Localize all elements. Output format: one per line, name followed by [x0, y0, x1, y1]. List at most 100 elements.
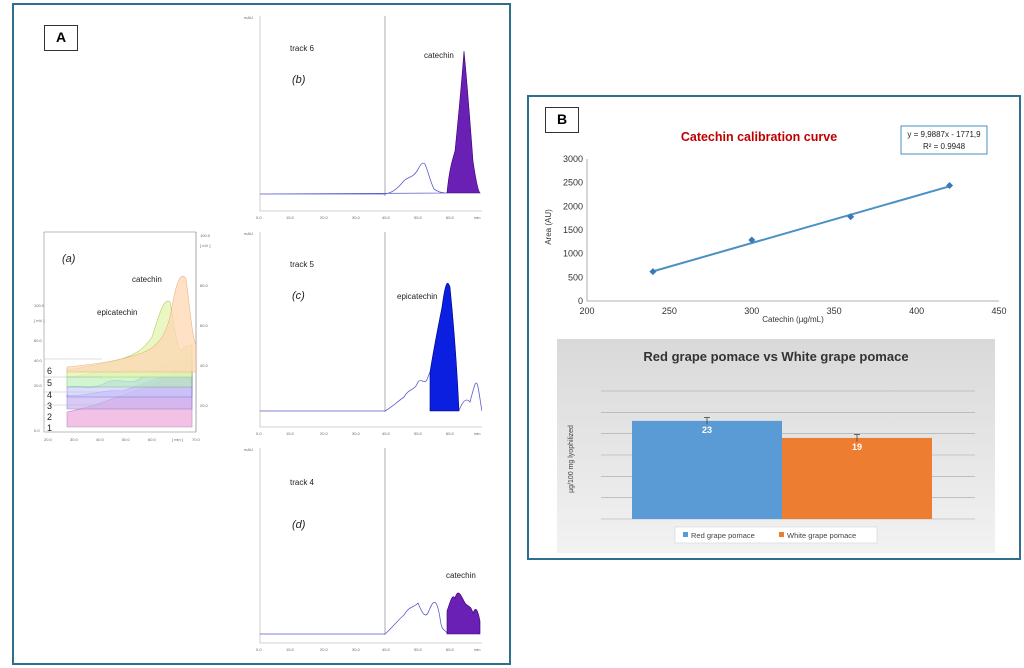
bar-chart-ylabel: µg/100 mg lyophilized: [568, 425, 575, 493]
data-point: [847, 213, 855, 221]
svg-text:10.0: 10.0: [286, 431, 295, 436]
x-tick-label: 400: [909, 306, 924, 316]
svg-text:[ min ]: [ min ]: [172, 437, 183, 442]
svg-text:50.0: 50.0: [414, 431, 423, 436]
svg-text:20.0: 20.0: [34, 383, 43, 388]
svg-text:50.0: 50.0: [414, 215, 423, 220]
peak-label: catechin: [424, 51, 454, 60]
legend-box: [674, 526, 878, 544]
svg-text:10.0: 10.0: [286, 215, 295, 220]
svg-text:20.0: 20.0: [320, 431, 329, 436]
svg-text:0.0: 0.0: [256, 215, 262, 220]
svg-text:60.0: 60.0: [446, 647, 455, 652]
data-point: [748, 236, 756, 244]
svg-text:50.0: 50.0: [122, 437, 131, 442]
svg-text:20.0: 20.0: [200, 403, 209, 408]
svg-text:min: min: [474, 647, 480, 652]
svg-text:40.0: 40.0: [96, 437, 105, 442]
svg-text:30.0: 30.0: [70, 437, 79, 442]
track-label: track 4: [290, 478, 315, 487]
svg-text:60.0: 60.0: [200, 323, 209, 328]
overlay-label: (a): [62, 253, 76, 265]
legend-swatch: [779, 532, 784, 537]
data-point: [649, 268, 657, 276]
svg-text:40.0: 40.0: [382, 647, 391, 652]
svg-text:min: min: [474, 431, 480, 436]
y-tick-label: 2500: [563, 178, 583, 188]
svg-text:0.0: 0.0: [256, 647, 262, 652]
track-id: (b): [292, 74, 306, 86]
svg-text:40.0: 40.0: [382, 215, 391, 220]
x-tick-label: 200: [579, 306, 594, 316]
y-tick-label: 0: [578, 296, 583, 306]
peak-label: epicatechin: [397, 292, 437, 301]
svg-text:20.0: 20.0: [320, 647, 329, 652]
calibration-chart: Catechin calibration curve y = 9,9887x -…: [544, 125, 1007, 324]
track-label: track 6: [290, 44, 315, 53]
track-number: 6: [47, 366, 52, 376]
svg-text:30.0: 30.0: [352, 215, 361, 220]
calibration-xlabel: Catechin (µg/mL): [762, 315, 824, 324]
chromatogram-track-5: mAU 0.0 10.0 20.0 30.0 40.0 50.0 60.0 min track …: [244, 231, 482, 436]
svg-text:min: min: [474, 215, 480, 220]
y-tick-label: 2000: [563, 201, 583, 211]
data-label: 19: [852, 442, 862, 452]
legend-entry: White grape pomace: [787, 531, 856, 540]
svg-text:20.0: 20.0: [44, 437, 53, 442]
panel-b-label: B: [545, 107, 579, 133]
chromatogram-track-4: mAU 0.0 10.0 20.0 30.0 40.0 50.0 60.0 min track …: [244, 447, 482, 652]
svg-text:30.0: 30.0: [352, 431, 361, 436]
panel-a-label: A: [44, 25, 78, 51]
track-id: (d): [292, 519, 306, 531]
comparison-bar-chart: Red grape pomace vs White grape pomace µ…: [568, 349, 975, 544]
data-label: 23: [702, 425, 712, 435]
svg-text:70.0: 70.0: [192, 437, 201, 442]
svg-text:10.0: 10.0: [286, 647, 295, 652]
svg-text:60.0: 60.0: [34, 338, 43, 343]
y-tick-label: 1000: [563, 249, 583, 259]
svg-text:mAU: mAU: [244, 15, 253, 20]
svg-text:0.0: 0.0: [34, 428, 40, 433]
track-number: 4: [47, 390, 52, 400]
svg-text:[ mV ]: [ mV ]: [34, 318, 44, 323]
overlay-chromatogram: 100.0 [ mV ] 60.0 40.0 20.0 0.0 100.0 [ mV ] 80…: [34, 231, 211, 442]
track-id: (c): [292, 290, 305, 302]
x-tick-label: 350: [827, 306, 842, 316]
svg-text:20.0: 20.0: [320, 215, 329, 220]
overlay-peak-catechin: catechin: [132, 275, 162, 284]
svg-text:30.0: 30.0: [352, 647, 361, 652]
track-number: 1: [47, 423, 52, 433]
calibration-ylabel: Area (AU): [544, 209, 553, 245]
trendline-equation: y = 9,9887x - 1771,9: [907, 130, 981, 139]
bar: [632, 420, 782, 519]
svg-text:60.0: 60.0: [148, 437, 157, 442]
bar-chart-title: Red grape pomace vs White grape pomace: [643, 349, 908, 364]
svg-text:40.0: 40.0: [200, 363, 209, 368]
panel-a: A 100.0[ mV ] 60.0 40.0 20.0 0.0 100.0[ mV ]…: [12, 3, 511, 665]
svg-text:100.0: 100.0: [34, 303, 45, 308]
svg-text:60.0: 60.0: [446, 215, 455, 220]
svg-text:[ mV ]: [ mV ]: [200, 243, 210, 248]
calibration-title: Catechin calibration curve: [681, 130, 837, 144]
panel-b: B Catechin calibration curve y = 9,9887x…: [527, 95, 1021, 560]
svg-text:mAU: mAU: [244, 447, 253, 452]
track-number: 2: [47, 412, 52, 422]
legend-swatch: [683, 532, 688, 537]
svg-text:60.0: 60.0: [446, 431, 455, 436]
r-squared: R² = 0.9948: [923, 142, 966, 151]
x-tick-label: 250: [662, 306, 677, 316]
bar: [782, 437, 932, 519]
svg-text:mAU: mAU: [244, 231, 253, 236]
y-tick-label: 500: [568, 272, 583, 282]
svg-text:0.0: 0.0: [256, 431, 262, 436]
trendline: [652, 185, 950, 273]
svg-text:40.0: 40.0: [382, 431, 391, 436]
track-number: 3: [47, 401, 52, 411]
equation-box: [900, 125, 988, 155]
track-label: track 5: [290, 260, 315, 269]
bar-chart-area: Red grape pomace vs White grape pomace µ…: [557, 339, 995, 553]
y-tick-label: 3000: [563, 154, 583, 164]
x-tick-label: 450: [991, 306, 1006, 316]
peak-label: catechin: [446, 571, 476, 580]
svg-text:80.0: 80.0: [200, 283, 209, 288]
